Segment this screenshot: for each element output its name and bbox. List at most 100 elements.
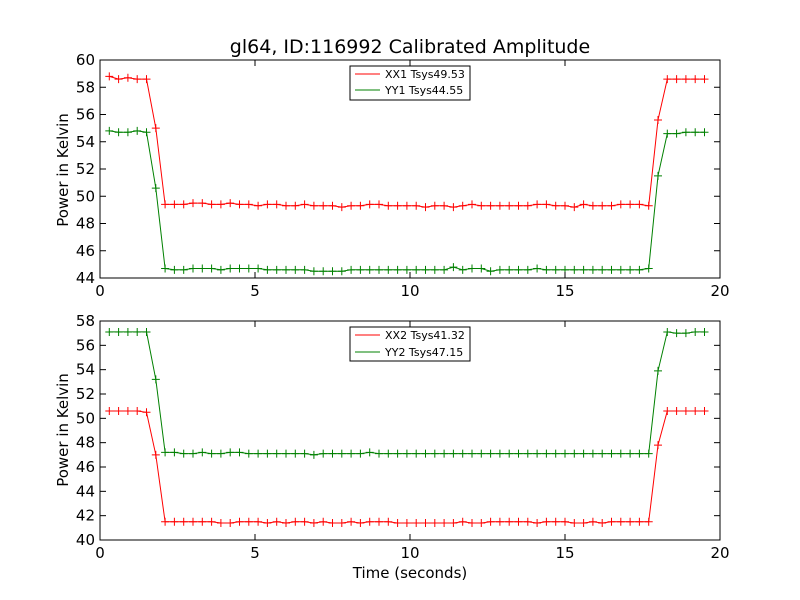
top-x-tick-label: 5 bbox=[250, 282, 260, 300]
top-series-1-point bbox=[235, 264, 244, 273]
bottom-series-0-point bbox=[365, 517, 374, 526]
top-series-0-point bbox=[272, 200, 281, 209]
top-series-0-point bbox=[189, 199, 197, 208]
top-series-1-point bbox=[458, 265, 467, 274]
bottom-series-0-point bbox=[170, 517, 179, 526]
bottom-series-0-point bbox=[644, 517, 653, 526]
top-series-0-point bbox=[542, 200, 551, 209]
bottom-x-tick-label: 10 bbox=[400, 544, 419, 562]
bottom-series-0-point bbox=[272, 517, 281, 526]
top-series-1-point bbox=[635, 265, 644, 274]
top-series-1-point bbox=[691, 128, 700, 137]
top-series-0-point bbox=[607, 201, 616, 210]
bottom-series-0-point bbox=[105, 407, 114, 416]
top-series-0-point bbox=[337, 203, 346, 212]
top-legend-box bbox=[349, 65, 471, 101]
bottom-series-1-point bbox=[244, 449, 253, 458]
bottom-series-1-point bbox=[449, 449, 458, 458]
top-series-0-point bbox=[505, 201, 514, 210]
top-series-0-point bbox=[430, 201, 439, 210]
bottom-series-0-point bbox=[226, 518, 235, 527]
top-series-0-point bbox=[588, 201, 597, 210]
bottom-y-tick-label: 52 bbox=[76, 385, 95, 403]
bottom-series-1-point bbox=[300, 449, 309, 458]
top-y-tick-label: 56 bbox=[76, 106, 95, 124]
bottom-legend-label-xx2: XX2 Tsys41.32 bbox=[385, 329, 465, 342]
top-series-1-point bbox=[198, 264, 207, 273]
top-series-1-point bbox=[347, 265, 356, 274]
top-series-0-point bbox=[700, 75, 709, 84]
bottom-series-0-point bbox=[161, 517, 170, 526]
top-series-0-point bbox=[263, 200, 272, 209]
bottom-series-1-point bbox=[440, 449, 449, 458]
bottom-plot-frame bbox=[99, 320, 721, 541]
top-series-1-point bbox=[384, 265, 393, 274]
top-series-1-point bbox=[226, 264, 235, 273]
bottom-series-0-point bbox=[151, 450, 160, 459]
bottom-x-tick-label: 20 bbox=[710, 544, 729, 562]
bottom-series-0-point bbox=[570, 518, 579, 527]
bottom-series-0-point bbox=[235, 517, 244, 526]
top-series-0-point bbox=[309, 201, 318, 210]
top-series-0-point bbox=[319, 201, 328, 210]
bottom-series-0-point bbox=[254, 517, 263, 526]
bottom-series-1-point bbox=[365, 448, 374, 457]
top-series-0-point bbox=[644, 201, 653, 210]
bottom-axis-layer: 0 5 10 15 20 40 42 44 46 48 50 52 54 56 58 bbox=[76, 312, 730, 562]
bottom-series-1-point bbox=[207, 449, 216, 458]
top-series-0-point bbox=[123, 73, 132, 82]
top-series-1-point bbox=[151, 184, 160, 193]
bottom-series-0-point bbox=[626, 517, 635, 526]
bottom-series-1-point bbox=[402, 449, 411, 458]
bottom-series-0-point bbox=[216, 518, 225, 527]
bottom-series-1-point bbox=[393, 449, 402, 458]
bottom-y-tick-label: 50 bbox=[76, 409, 95, 427]
bottom-series-1-point bbox=[272, 449, 281, 458]
top-series-0-point bbox=[654, 115, 662, 124]
top-series-1-point bbox=[449, 263, 458, 272]
top-series-1-point bbox=[309, 267, 318, 276]
bottom-series-1-point bbox=[170, 448, 179, 457]
top-series-0-point bbox=[635, 200, 644, 209]
bottom-series-0-point bbox=[477, 518, 486, 527]
top-series-0-point bbox=[114, 75, 123, 84]
bottom-series-1-point bbox=[375, 449, 383, 458]
bottom-series-1-point bbox=[672, 329, 681, 338]
top-y-tick-label: 44 bbox=[76, 269, 95, 287]
top-series-1-point bbox=[170, 265, 179, 274]
bottom-series-layer bbox=[105, 327, 709, 527]
bottom-series-0-point bbox=[495, 517, 504, 526]
bottom-series-1-point bbox=[133, 327, 142, 336]
bottom-series-1-point bbox=[226, 448, 235, 457]
top-series-1-point bbox=[495, 265, 504, 274]
top-axis-layer: 0 5 10 15 20 44 46 48 50 52 54 56 58 60 bbox=[76, 51, 730, 300]
top-series-0-point bbox=[440, 201, 449, 210]
bottom-series-0-point bbox=[523, 517, 532, 526]
bottom-series-0-point bbox=[142, 408, 151, 417]
bottom-series-1-point bbox=[616, 449, 625, 458]
top-series-1-point bbox=[161, 264, 170, 273]
top-series-1-point bbox=[319, 267, 328, 276]
top-series-0-point bbox=[449, 203, 458, 212]
top-series-1-point bbox=[328, 267, 337, 276]
bottom-series-1-point bbox=[663, 327, 672, 336]
top-series-1-point bbox=[616, 265, 625, 274]
top-series-0-point bbox=[198, 199, 207, 208]
bottom-series-0-point bbox=[309, 518, 318, 527]
top-series-layer bbox=[105, 72, 709, 276]
top-series-1-point bbox=[282, 265, 290, 274]
bottom-series-0-point bbox=[672, 407, 681, 416]
bottom-series-1-point bbox=[430, 449, 439, 458]
top-series-0-point bbox=[691, 75, 700, 84]
bottom-series-1-point bbox=[505, 449, 514, 458]
bottom-series-1-point bbox=[142, 327, 151, 336]
bottom-series-1-point bbox=[486, 449, 495, 458]
bottom-series-0-point bbox=[123, 407, 132, 416]
bottom-series-1-point bbox=[644, 449, 653, 458]
top-legend-label-yy1: YY1 Tsys44.55 bbox=[384, 84, 463, 97]
bottom-series-1-point bbox=[319, 449, 328, 458]
top-series-0-point bbox=[672, 75, 681, 84]
bottom-y-axis-label: Power in Kelvin bbox=[54, 373, 72, 487]
top-series-1-point bbox=[179, 265, 188, 274]
top-series-1-point bbox=[421, 265, 430, 274]
